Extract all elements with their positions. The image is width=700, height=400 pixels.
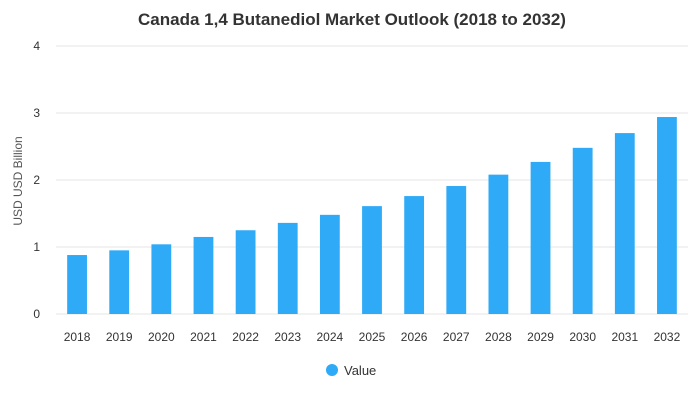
bar-2030[interactable] <box>572 147 593 314</box>
x-tick-label: 2027 <box>443 330 470 344</box>
bar-2021[interactable] <box>193 236 214 314</box>
x-tick-label: 2029 <box>527 330 554 344</box>
bar-2029[interactable] <box>530 161 551 314</box>
x-tick-label: 2024 <box>317 330 344 344</box>
x-tick-label: 2023 <box>274 330 301 344</box>
y-axis-label: USD USD Billion <box>11 136 25 225</box>
x-tick-label: 2022 <box>232 330 259 344</box>
y-tick-label: 2 <box>33 173 40 187</box>
x-tick-label: 2026 <box>401 330 428 344</box>
x-axis-ticks: 2018 2019 2020 2021 2022 2023 2024 2025 2026 2027… <box>64 330 681 344</box>
legend-marker-value <box>326 364 338 376</box>
y-axis-ticks: 0 1 2 3 4 <box>33 39 40 321</box>
bar-2020[interactable] <box>151 244 172 314</box>
bar-2024[interactable] <box>319 214 340 314</box>
legend-label-value: Value <box>344 363 376 378</box>
bar-2023[interactable] <box>277 222 298 314</box>
bar-2027[interactable] <box>446 186 467 314</box>
bar-2031[interactable] <box>614 133 635 314</box>
bar-2025[interactable] <box>362 206 382 314</box>
x-tick-label: 2018 <box>64 330 91 344</box>
x-tick-label: 2030 <box>569 330 596 344</box>
x-tick-label: 2019 <box>106 330 133 344</box>
x-tick-label: 2032 <box>654 330 681 344</box>
bar-2019[interactable] <box>109 250 130 314</box>
bar-2026[interactable] <box>404 196 425 314</box>
x-tick-label: 2025 <box>359 330 386 344</box>
y-tick-label: 4 <box>33 39 40 53</box>
bar-2028[interactable] <box>488 174 509 314</box>
bar-2018[interactable] <box>67 255 87 314</box>
bars <box>67 117 677 315</box>
y-tick-label: 0 <box>33 307 40 321</box>
chart-title: Canada 1,4 Butanediol Market Outlook (20… <box>138 10 566 29</box>
x-tick-label: 2020 <box>148 330 175 344</box>
legend[interactable]: Value <box>326 363 376 378</box>
x-tick-label: 2021 <box>190 330 217 344</box>
bar-2022[interactable] <box>235 230 256 314</box>
x-tick-label: 2028 <box>485 330 512 344</box>
bar-2032[interactable] <box>657 117 677 315</box>
y-tick-label: 3 <box>33 106 40 120</box>
y-tick-label: 1 <box>33 240 40 254</box>
x-tick-label: 2031 <box>611 330 638 344</box>
